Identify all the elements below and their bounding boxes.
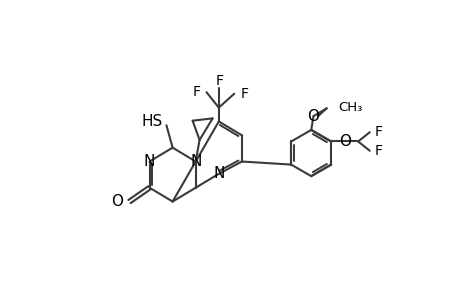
Text: CH₃: CH₃ — [337, 101, 362, 114]
Text: N: N — [144, 154, 155, 169]
Text: F: F — [374, 144, 382, 158]
Text: HS: HS — [141, 114, 162, 129]
Text: F: F — [215, 74, 223, 88]
Text: O: O — [338, 134, 350, 149]
Text: N: N — [213, 166, 224, 181]
Text: F: F — [240, 87, 248, 101]
Text: O: O — [307, 109, 319, 124]
Text: F: F — [193, 85, 201, 99]
Text: N: N — [190, 154, 201, 169]
Text: O: O — [111, 194, 123, 209]
Text: F: F — [374, 125, 382, 139]
